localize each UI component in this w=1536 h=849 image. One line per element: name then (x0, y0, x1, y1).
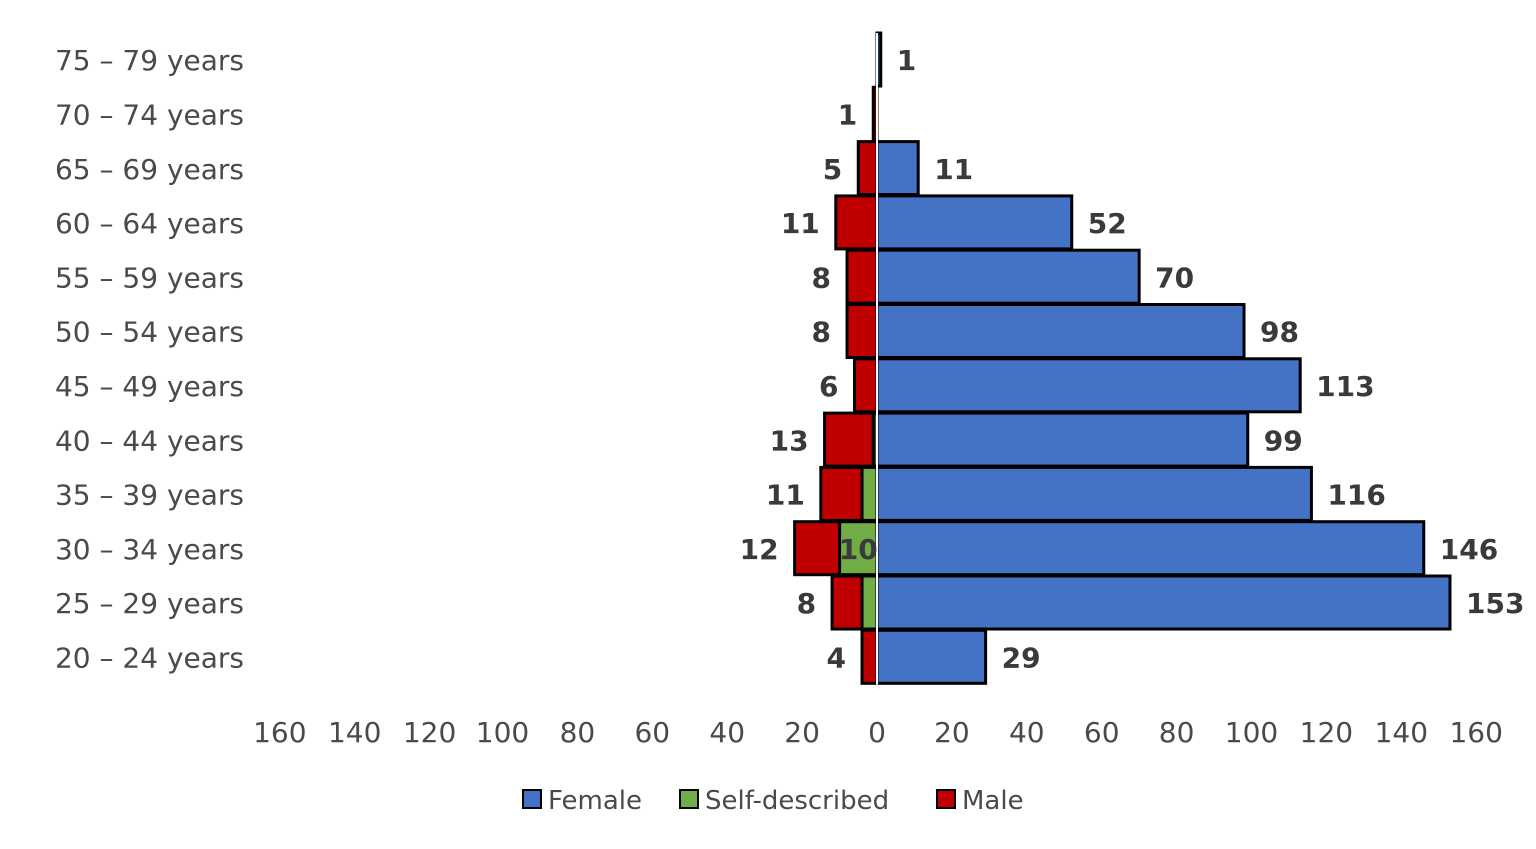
category-labels: 20 – 24 years 25 – 29 years 30 – 34 years 3… (55, 44, 244, 674)
data-label-male: 8 (812, 316, 831, 349)
legend-swatch-self-described (679, 789, 699, 809)
bar-female (875, 628, 988, 685)
data-label-female: 113 (1316, 370, 1374, 403)
category-label: 45 – 49 years (55, 370, 244, 403)
x-tick-label: 0 (868, 716, 886, 749)
x-tick-label: 40 (709, 716, 745, 749)
bar-female (875, 357, 1302, 414)
data-label-male: 11 (766, 479, 805, 512)
category-label: 65 – 69 years (55, 153, 244, 186)
x-tick-label: 140 (1375, 716, 1428, 749)
bar-female (875, 574, 1452, 631)
legend-label-self-described: Self-described (705, 786, 889, 816)
data-label-male: 8 (812, 261, 831, 294)
bar-male (834, 194, 879, 251)
data-label-male: 4 (827, 641, 846, 674)
bar-self-described (860, 465, 879, 522)
data-label-female: 29 (1002, 641, 1041, 674)
category-label: 60 – 64 years (55, 207, 244, 240)
bar-male (856, 140, 879, 197)
x-tick-label: 20 (934, 716, 970, 749)
x-tick-label: 160 (1449, 716, 1502, 749)
category-label: 35 – 39 years (55, 479, 244, 512)
x-tick-label: 80 (1159, 716, 1195, 749)
data-label-male: 8 (797, 587, 816, 620)
legend-swatch-female (522, 789, 542, 809)
bar-female (875, 194, 1074, 251)
x-tick-label: 40 (1009, 716, 1045, 749)
bar-female (875, 520, 1426, 577)
x-tick-label: 20 (784, 716, 820, 749)
data-label-male: 11 (781, 207, 820, 240)
data-label-male: 1 (838, 98, 857, 131)
data-label-self-described: 10 (839, 533, 878, 566)
bar-female (875, 411, 1250, 468)
data-label-male: 12 (740, 533, 779, 566)
category-label: 55 – 59 years (55, 261, 244, 294)
data-label-female: 146 (1440, 533, 1498, 566)
x-axis-ticks: 160 140 120 100 80 60 40 20 0 20 40 60 80 100 120 140 16… (253, 716, 1503, 749)
data-label-female: 70 (1155, 261, 1194, 294)
category-label: 70 – 74 years (55, 98, 244, 131)
legend-label-female: Female (548, 786, 642, 816)
bars (793, 31, 1452, 685)
x-tick-label: 60 (1084, 716, 1120, 749)
bar-female (875, 248, 1141, 305)
data-label-female: 153 (1466, 587, 1524, 620)
data-label-male: 6 (819, 370, 838, 403)
x-tick-label: 100 (476, 716, 529, 749)
x-tick-label: 80 (560, 716, 596, 749)
bar-female (875, 140, 920, 197)
category-label: 50 – 54 years (55, 316, 244, 349)
x-tick-label: 60 (634, 716, 670, 749)
data-label-female: 98 (1260, 316, 1299, 349)
bar-male (819, 465, 864, 522)
bar-male (823, 411, 875, 468)
legend: Female Self-described Male (522, 786, 1024, 816)
bar-self-described (860, 574, 879, 631)
x-tick-label: 120 (1300, 716, 1353, 749)
bar-female (875, 303, 1246, 359)
data-label-female: 1 (897, 44, 916, 77)
x-tick-label: 100 (1225, 716, 1278, 749)
category-label: 20 – 24 years (55, 641, 244, 674)
bar-female (875, 465, 1313, 522)
bar-male (830, 574, 864, 631)
x-tick-label: 140 (328, 716, 381, 749)
category-label: 75 – 79 years (55, 44, 244, 77)
category-label: 40 – 44 years (55, 424, 244, 457)
bar-male (845, 248, 879, 305)
data-label-female: 99 (1264, 424, 1303, 457)
bar-male (853, 357, 879, 414)
data-label-male: 5 (823, 153, 842, 186)
category-label: 25 – 29 years (55, 587, 244, 620)
x-tick-label: 160 (253, 716, 306, 749)
legend-swatch-male (936, 789, 956, 809)
data-label-female: 116 (1327, 479, 1385, 512)
data-label-female: 11 (934, 153, 973, 186)
bar-male (793, 520, 842, 577)
bar-male (860, 628, 879, 685)
legend-label-male: Male (962, 786, 1024, 816)
bar-male (845, 303, 879, 359)
category-label: 30 – 34 years (55, 533, 244, 566)
data-labels: 2941538146101211611991311369887085211115… (740, 44, 1525, 674)
x-tick-label: 120 (403, 716, 456, 749)
data-label-female: 52 (1088, 207, 1127, 240)
data-label-male: 13 (770, 424, 809, 457)
